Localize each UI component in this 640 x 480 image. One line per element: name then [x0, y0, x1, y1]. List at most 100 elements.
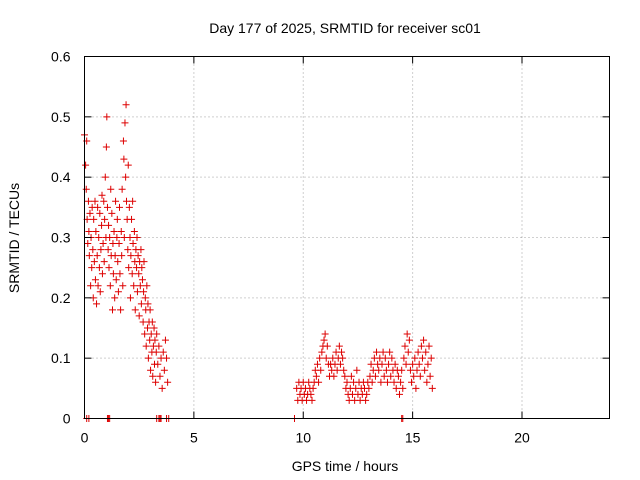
y-tick-label: 0.5: [51, 109, 71, 125]
data-point: [99, 240, 107, 248]
x-tick-label: 15: [405, 430, 421, 446]
data-point: [140, 258, 148, 266]
data-point: [82, 161, 90, 169]
data-point: [98, 221, 106, 229]
data-point: [365, 384, 373, 392]
data-point: [400, 354, 408, 362]
data-point: [126, 234, 134, 241]
data-point: [105, 221, 113, 229]
data-point: [89, 246, 97, 254]
data-point: [114, 258, 122, 266]
data-point: [127, 252, 135, 260]
data-series: [81, 101, 436, 422]
data-point: [391, 360, 399, 368]
data-point: [416, 372, 424, 380]
data-point: [318, 348, 326, 356]
data-point: [126, 294, 134, 302]
data-point: [96, 209, 104, 217]
data-point: [112, 276, 120, 284]
data-point: [144, 324, 151, 332]
data-point: [322, 354, 330, 362]
data-point: [381, 354, 389, 362]
y-axis-label: SRMTID / TECUs: [6, 183, 22, 293]
data-point: [90, 258, 98, 266]
data-point: [114, 288, 122, 296]
data-point: [353, 366, 361, 374]
data-point: [163, 354, 171, 362]
data-point: [368, 378, 376, 386]
data-point: [92, 227, 100, 235]
data-point: [119, 137, 127, 145]
data-point: [380, 372, 388, 380]
x-tick-label: 5: [190, 430, 198, 446]
data-point: [387, 372, 395, 380]
data-point: [90, 215, 98, 223]
data-point: [109, 306, 116, 314]
data-point: [109, 240, 117, 248]
data-point: [147, 366, 155, 374]
data-point: [100, 258, 108, 266]
data-point: [164, 378, 172, 386]
data-point: [411, 354, 419, 362]
data-point: [410, 372, 418, 380]
data-point: [340, 366, 348, 374]
data-point: [121, 119, 129, 127]
data-point: [107, 185, 115, 193]
data-point: [118, 185, 126, 193]
y-tick-label: 0.3: [51, 230, 71, 246]
data-point: [128, 215, 136, 223]
data-point: [101, 215, 109, 223]
data-point: [91, 197, 99, 205]
data-point: [367, 360, 375, 368]
data-point: [135, 312, 143, 320]
data-point: [156, 372, 164, 380]
data-point: [113, 215, 121, 223]
data-point: [422, 348, 430, 356]
data-point: [117, 227, 125, 235]
data-point: [363, 390, 371, 398]
data-point: [343, 378, 351, 386]
data-point: [415, 360, 423, 368]
data-point: [404, 348, 412, 356]
data-point: [383, 378, 391, 386]
data-point: [424, 360, 432, 368]
data-point: [408, 378, 416, 386]
y-tick-label: 0.6: [51, 49, 71, 65]
grid: [84, 56, 610, 419]
data-point: [141, 294, 149, 302]
data-point: [333, 366, 341, 374]
data-point: [85, 227, 93, 235]
data-point: [146, 306, 154, 314]
data-point: [386, 348, 394, 356]
data-point: [316, 354, 324, 362]
data-point: [388, 354, 396, 362]
data-point: [382, 366, 390, 374]
data-point: [339, 354, 347, 362]
data-point: [130, 227, 138, 235]
data-point: [108, 209, 116, 217]
data-point: [106, 234, 114, 241]
data-point: [94, 282, 102, 290]
data-point: [150, 324, 158, 332]
data-point: [385, 360, 393, 368]
data-point: [98, 191, 106, 199]
data-point: [406, 366, 414, 374]
data-point: [421, 366, 429, 374]
data-point: [97, 246, 105, 254]
data-point: [87, 282, 95, 290]
data-point: [91, 276, 99, 284]
data-point: [420, 336, 428, 344]
data-point: [401, 342, 409, 350]
data-point: [378, 360, 386, 368]
data-point: [138, 264, 146, 272]
data-point: [122, 101, 130, 109]
data-point: [403, 330, 411, 338]
x-tick-label: 0: [81, 430, 89, 446]
data-point: [104, 246, 112, 254]
data-point: [323, 342, 331, 350]
tick-labels: 0 5 10 15 20 0 0.1 0.2 0.3 0.4 0.5 0.6: [51, 49, 530, 446]
data-point: [394, 372, 402, 380]
data-point: [133, 288, 141, 296]
axis-ticks: [84, 56, 610, 419]
